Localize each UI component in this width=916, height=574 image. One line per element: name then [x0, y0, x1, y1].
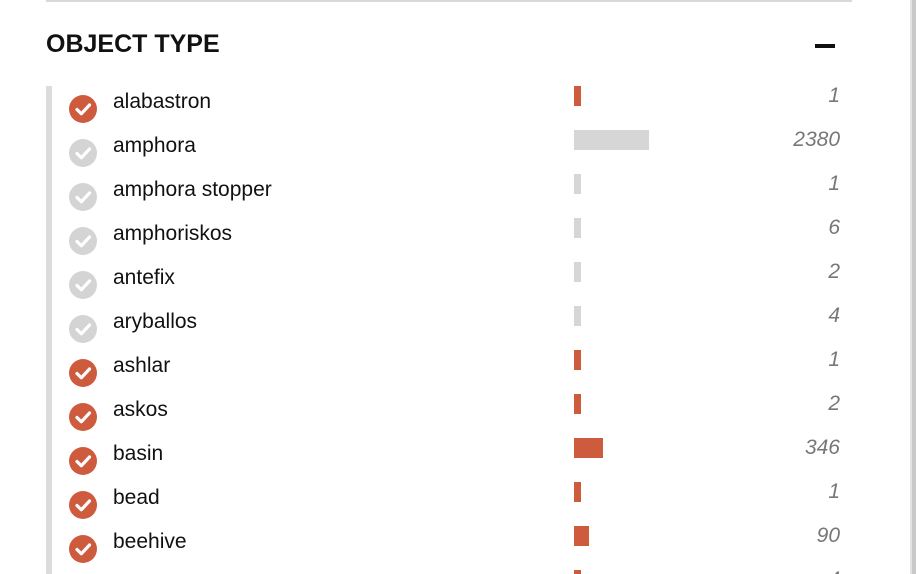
facet-title: OBJECT TYPE	[46, 30, 220, 58]
facet-item[interactable]: beehive 90	[46, 524, 846, 570]
facet-item-count: 2	[828, 392, 840, 415]
facet-count-bar	[574, 130, 649, 150]
checkmark-circle-icon[interactable]	[69, 403, 97, 431]
checkmark-circle-icon[interactable]	[69, 535, 97, 563]
facet-item-label: amphora	[113, 134, 196, 157]
facet-count-bar	[574, 526, 589, 546]
facet-count-bar	[574, 482, 581, 502]
checkmark-circle-icon[interactable]	[69, 139, 97, 167]
facet-item-count: 346	[804, 436, 840, 459]
minus-icon	[815, 44, 835, 48]
facet-item[interactable]: antefix 2	[46, 260, 846, 306]
facet-count-bar	[574, 86, 581, 106]
checkmark-circle-icon[interactable]	[69, 491, 97, 519]
facet-item[interactable]: aryballos 4	[46, 304, 846, 350]
list-left-rule	[46, 86, 52, 574]
facet-item-label: aryballos	[113, 310, 198, 333]
facet-item-label: alabastron	[113, 90, 212, 113]
facet-count-bar	[574, 570, 581, 574]
facet-item-count: 1	[828, 480, 840, 503]
checkmark-circle-icon[interactable]	[69, 359, 97, 387]
facet-count-bar	[574, 306, 581, 326]
collapse-button[interactable]	[814, 32, 836, 58]
facet-item[interactable]: alabastron 1	[46, 84, 846, 130]
facet-item-label: askos	[113, 398, 168, 421]
facet-item-label: beehive	[113, 530, 187, 553]
facet-item[interactable]: bead 1	[46, 480, 846, 526]
facet-item-count: 2380	[793, 128, 840, 151]
checkmark-circle-icon[interactable]	[69, 271, 97, 299]
facet-count-bar	[574, 438, 603, 458]
facet-item-label: bead	[113, 486, 160, 509]
checkmark-circle-icon[interactable]	[69, 95, 97, 123]
facet-header[interactable]: OBJECT TYPE	[46, 26, 846, 66]
facet-item-label: amphoriskos	[113, 222, 233, 245]
facet-item-label: antefix	[113, 266, 175, 289]
checkmark-circle-icon[interactable]	[69, 447, 97, 475]
facet-item-label: amphora stopper	[113, 178, 272, 201]
facet-item[interactable]: amphora 2380	[46, 128, 846, 174]
right-edge-map-strip	[910, 0, 916, 574]
facet-count-bar	[574, 174, 581, 194]
facet-item-count: 4	[828, 568, 840, 574]
facet-item[interactable]: amphoriskos 6	[46, 216, 846, 262]
facet-item[interactable]: 4	[46, 568, 846, 574]
facet-item[interactable]: ashlar 1	[46, 348, 846, 394]
facet-item-label: ashlar	[113, 354, 171, 377]
checkmark-circle-icon[interactable]	[69, 315, 97, 343]
facet-count-bar	[574, 350, 581, 370]
facet-item-count: 4	[828, 304, 840, 327]
facet-list: alabastron 1 amphora 2380 amphora stopper 1 am…	[46, 84, 846, 574]
facet-item-label: basin	[113, 442, 164, 465]
checkmark-circle-icon[interactable]	[69, 183, 97, 211]
facet-item-count: 1	[828, 348, 840, 371]
facet-item[interactable]: amphora stopper 1	[46, 172, 846, 218]
facet-item-count: 2	[828, 260, 840, 283]
facet-item[interactable]: basin 346	[46, 436, 846, 482]
facet-count-bar	[574, 218, 581, 238]
top-divider	[46, 0, 852, 2]
facet-count-bar	[574, 394, 581, 414]
facet-item-count: 1	[828, 84, 840, 107]
facet-item[interactable]: askos 2	[46, 392, 846, 438]
facet-item-count: 6	[828, 216, 840, 239]
facet-item-count: 1	[828, 172, 840, 195]
checkmark-circle-icon[interactable]	[69, 227, 97, 255]
facet-count-bar	[574, 262, 581, 282]
facet-item-count: 90	[816, 524, 840, 547]
